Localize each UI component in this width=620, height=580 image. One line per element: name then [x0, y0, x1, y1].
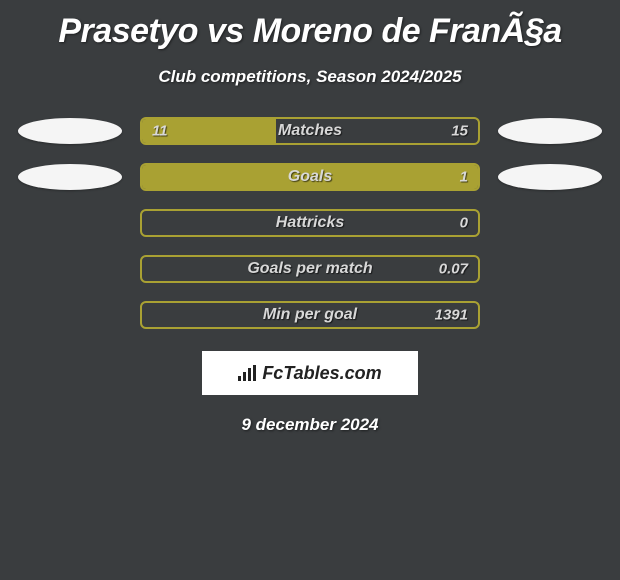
stat-label: Goals per match — [247, 260, 372, 278]
stat-label: Matches — [278, 122, 342, 140]
player-avatar-left — [18, 118, 122, 144]
stat-label: Goals — [288, 168, 332, 186]
player-avatar-left — [18, 164, 122, 190]
stat-row: 11 15 Matches — [0, 117, 620, 145]
stat-bar: 0.07 Goals per match — [140, 255, 480, 283]
stat-label: Hattricks — [276, 214, 344, 232]
player-avatar-right — [498, 118, 602, 144]
stats-rows: 11 15 Matches 1 Goals 0 Hattricks 0.07 Goals per… — [0, 117, 620, 329]
stat-value-right: 1 — [460, 169, 468, 186]
stat-value-left: 11 — [152, 123, 168, 140]
stat-value-right: 0 — [460, 215, 468, 232]
stat-value-right: 1391 — [435, 307, 468, 324]
stat-bar: 1391 Min per goal — [140, 301, 480, 329]
player-avatar-right — [498, 164, 602, 190]
stat-value-right: 0.07 — [439, 261, 468, 278]
stat-label: Min per goal — [263, 306, 357, 324]
stat-bar: 0 Hattricks — [140, 209, 480, 237]
logo-text: FcTables.com — [262, 363, 381, 384]
bar-chart-icon — [238, 365, 256, 381]
page-title: Prasetyo vs Moreno de FranÃ§a — [0, 12, 620, 51]
stat-row: 1 Goals — [0, 163, 620, 191]
comparison-container: Prasetyo vs Moreno de FranÃ§a Club compe… — [0, 0, 620, 435]
stat-bar: 11 15 Matches — [140, 117, 480, 145]
stat-row: 1391 Min per goal — [0, 301, 620, 329]
stat-row: 0 Hattricks — [0, 209, 620, 237]
page-subtitle: Club competitions, Season 2024/2025 — [0, 67, 620, 87]
source-logo[interactable]: FcTables.com — [202, 351, 418, 395]
date-text: 9 december 2024 — [0, 415, 620, 435]
stat-bar: 1 Goals — [140, 163, 480, 191]
stat-row: 0.07 Goals per match — [0, 255, 620, 283]
stat-value-right: 15 — [451, 123, 468, 140]
